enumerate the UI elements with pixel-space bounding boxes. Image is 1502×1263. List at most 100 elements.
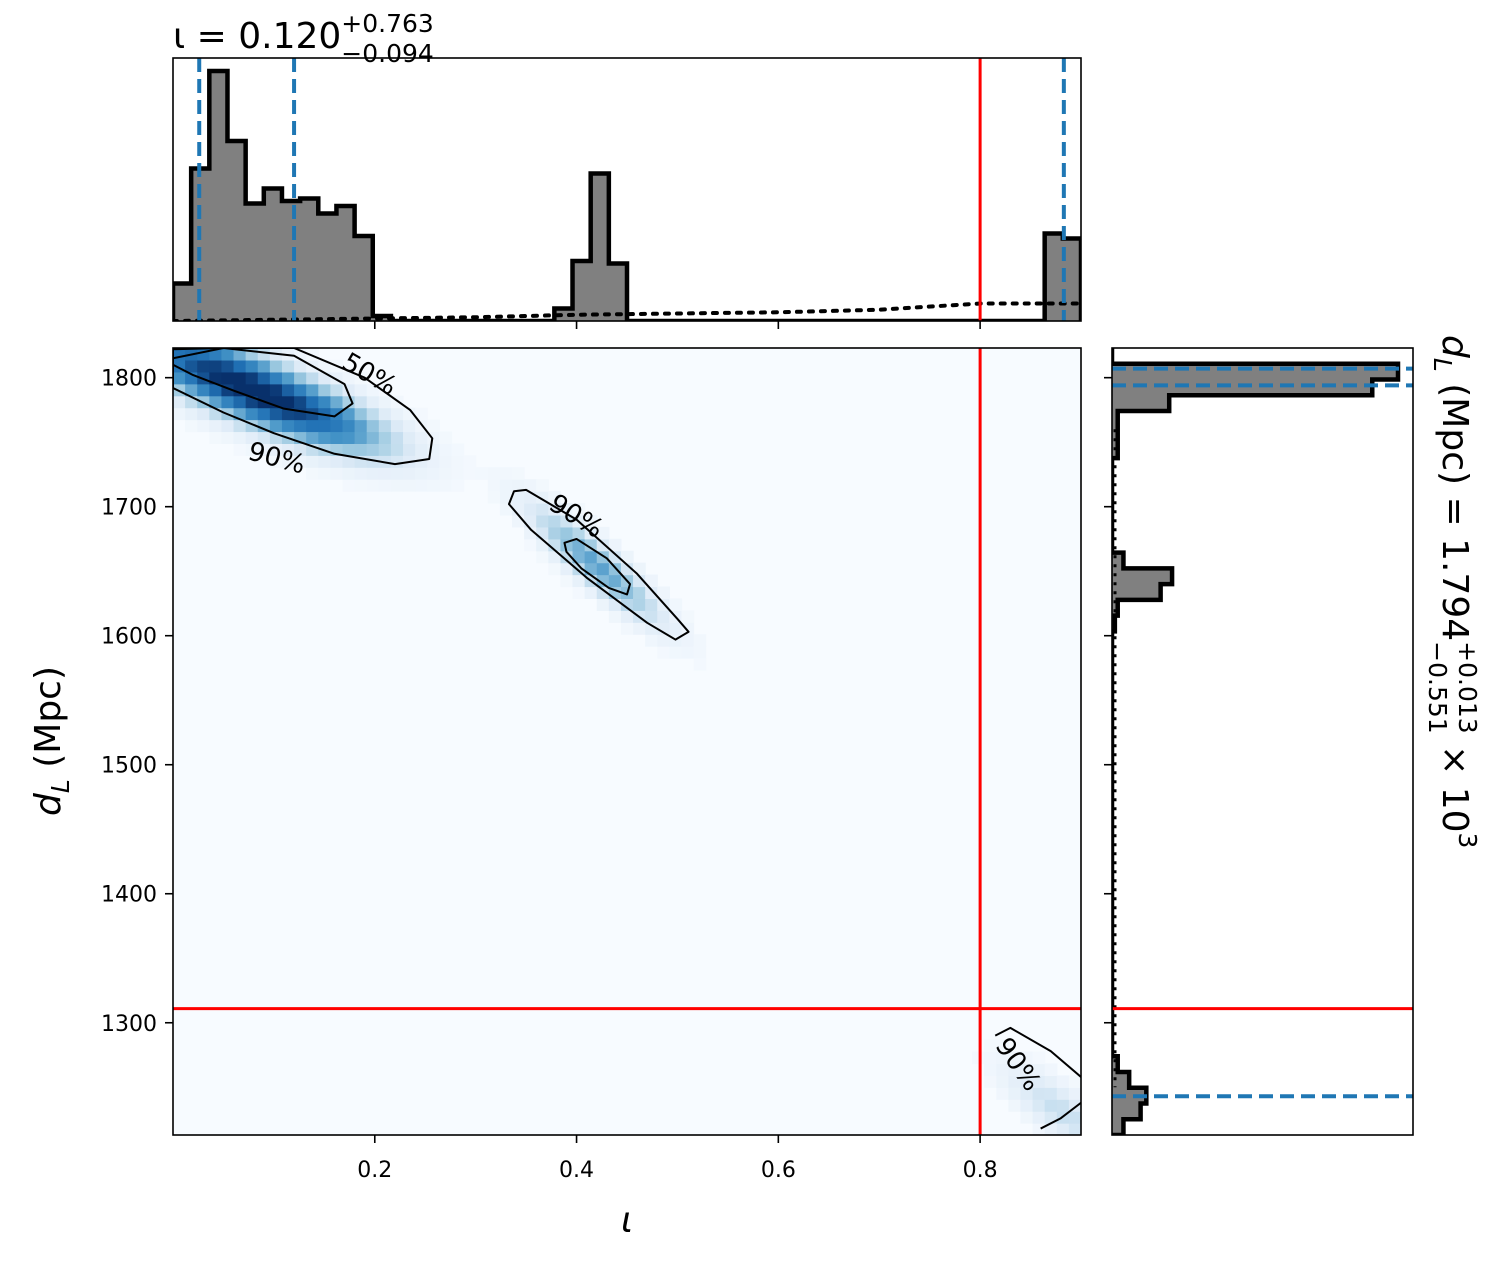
density-cell xyxy=(645,610,658,623)
density-cell xyxy=(463,467,477,480)
density-cell xyxy=(245,371,259,385)
density-cell xyxy=(209,395,223,409)
density-cell xyxy=(620,598,634,611)
density-cell xyxy=(1068,1087,1081,1100)
density-cell xyxy=(185,359,198,373)
right-histogram-content xyxy=(1112,348,1413,1135)
density-cell xyxy=(427,419,440,433)
density-cell xyxy=(342,467,356,480)
density-cell xyxy=(633,586,646,600)
density-cell xyxy=(281,455,295,468)
density-cell xyxy=(1068,1123,1081,1135)
density-cell xyxy=(366,419,380,433)
density-cell xyxy=(548,550,562,564)
density-cell xyxy=(233,395,247,409)
top-panel-frame xyxy=(172,57,1082,322)
density-cell xyxy=(548,491,562,504)
density-cell xyxy=(657,586,670,600)
density-cell xyxy=(403,479,416,492)
y-tick-label: 1700 xyxy=(101,496,157,521)
density-cell xyxy=(257,407,271,421)
density-cell xyxy=(185,407,198,421)
top-histogram-content xyxy=(173,58,1081,321)
density-cell xyxy=(1032,1063,1046,1076)
density-cell xyxy=(378,407,392,421)
density-cell xyxy=(1032,1051,1046,1065)
density-cell xyxy=(378,383,392,397)
density-cell xyxy=(984,1063,997,1076)
density-cell xyxy=(511,467,525,480)
density-cell xyxy=(390,407,404,421)
density-cell xyxy=(221,348,235,361)
density-cell xyxy=(596,562,610,576)
density-cell xyxy=(608,538,622,552)
top-histogram-outline xyxy=(173,68,1081,321)
density-cell xyxy=(584,550,598,564)
density-cell xyxy=(197,348,210,361)
density-cell xyxy=(524,514,537,528)
right-title-exponent: 3 xyxy=(1453,833,1482,849)
density-cell xyxy=(378,443,392,456)
density-cell xyxy=(257,383,271,397)
density-cell xyxy=(1044,1099,1058,1112)
density-cell xyxy=(390,419,404,433)
density-cell xyxy=(1032,1123,1046,1135)
density-cell xyxy=(390,455,404,468)
density-cell xyxy=(560,526,574,540)
density-cell xyxy=(415,443,428,456)
top-panel-ticks xyxy=(373,321,981,329)
density-cell xyxy=(318,455,331,468)
density-cell xyxy=(306,419,319,433)
density-cell xyxy=(608,574,622,588)
density-cell xyxy=(1044,1123,1058,1135)
density-cell xyxy=(681,634,695,647)
density-cell xyxy=(281,395,295,409)
density-cell xyxy=(608,598,622,611)
right-panel-background xyxy=(1112,348,1413,1135)
density-cell xyxy=(318,395,331,409)
density-cell xyxy=(294,455,307,468)
contour-line xyxy=(507,488,690,641)
top-prior-dotted-line xyxy=(173,301,1081,321)
density-cell xyxy=(330,431,344,444)
density-cell xyxy=(366,407,380,421)
density-cell xyxy=(596,574,610,588)
y-tick-label: 1600 xyxy=(101,625,157,650)
density-cell xyxy=(403,419,416,433)
density-cell xyxy=(1020,1087,1034,1100)
density-cell xyxy=(1032,1099,1046,1112)
density-cell xyxy=(415,455,428,468)
density-cell xyxy=(1032,1075,1046,1088)
x-tick-label: 0.2 xyxy=(357,1158,392,1183)
density-cell xyxy=(403,443,416,456)
density-cell xyxy=(620,622,634,635)
density-cell xyxy=(972,1051,985,1065)
density-cell xyxy=(451,455,465,468)
x-tick-label: 0.8 xyxy=(963,1158,998,1183)
density-cell xyxy=(318,419,331,433)
density-cell xyxy=(354,467,368,480)
density-cell xyxy=(596,538,610,552)
density-cell xyxy=(524,526,537,540)
density-cell xyxy=(269,407,283,421)
density-cell xyxy=(681,646,695,659)
density-cell xyxy=(173,371,186,385)
density-cell xyxy=(197,383,210,397)
density-cell xyxy=(354,407,368,421)
density-cell xyxy=(281,419,295,433)
density-cell xyxy=(1020,1063,1034,1076)
density-cell xyxy=(354,395,368,409)
right-panel-ticks xyxy=(1104,376,1112,1024)
density-cell xyxy=(608,550,622,564)
density-cell xyxy=(548,562,562,576)
density-cell xyxy=(633,598,646,611)
density-cell xyxy=(536,550,549,564)
density-cell xyxy=(306,455,319,468)
density-cell xyxy=(209,359,223,373)
density-cell xyxy=(427,455,440,468)
density-cell xyxy=(257,348,271,361)
density-cell xyxy=(294,395,307,409)
density-cell xyxy=(366,431,380,444)
y-tick-label: 1400 xyxy=(101,883,157,908)
density-cell xyxy=(342,407,356,421)
